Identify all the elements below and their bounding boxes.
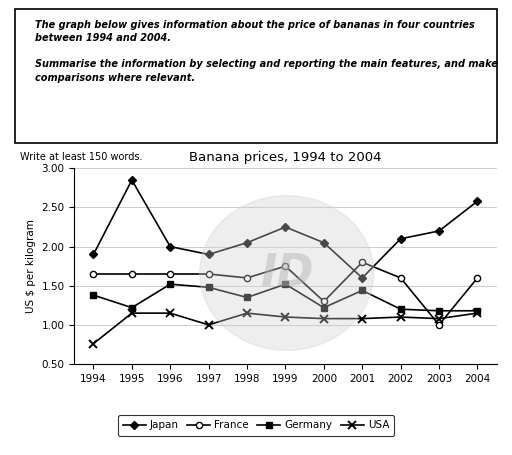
Japan [321,240,327,245]
Text: Write at least 150 words.: Write at least 150 words. [20,152,143,162]
Japan [359,275,366,281]
Germany [167,282,174,287]
France [129,271,135,277]
Germany [359,288,366,293]
France [244,275,250,281]
Title: Banana prices, 1994 to 2004: Banana prices, 1994 to 2004 [189,152,381,164]
Germany [475,308,481,313]
Text: The graph below gives information about the price of bananas in four countries
b: The graph below gives information about … [35,20,498,83]
Legend: Japan, France, Germany, USA: Japan, France, Germany, USA [118,415,394,435]
Germany [321,305,327,310]
Japan [206,252,212,257]
Germany [436,308,442,313]
Circle shape [200,196,374,350]
France [167,271,174,277]
USA [91,341,97,346]
USA [283,314,289,320]
Germany [283,282,289,287]
Line: Germany: Germany [90,281,481,314]
Germany [91,293,97,298]
Japan [475,198,481,204]
USA [206,322,212,328]
USA [398,314,404,320]
Japan [436,228,442,234]
Text: ID: ID [260,252,313,294]
France [91,271,97,277]
USA [321,316,327,321]
Germany [244,295,250,300]
Japan [283,224,289,230]
Japan [129,177,135,183]
Line: France: France [90,259,481,328]
France [359,259,366,265]
USA [129,310,135,316]
USA [244,310,250,316]
FancyBboxPatch shape [15,9,497,143]
Japan [398,236,404,242]
Line: USA: USA [90,309,481,348]
USA [475,310,481,316]
USA [359,316,366,321]
Y-axis label: US $ per kilogram: US $ per kilogram [26,219,36,313]
Line: Japan: Japan [90,177,481,281]
Japan [91,252,97,257]
France [398,275,404,281]
Germany [129,305,135,310]
France [436,322,442,328]
Germany [206,284,212,290]
USA [167,310,174,316]
Germany [398,307,404,312]
Japan [244,240,250,245]
France [283,263,289,269]
Japan [167,244,174,249]
France [475,275,481,281]
USA [436,316,442,321]
France [206,271,212,277]
France [321,298,327,304]
